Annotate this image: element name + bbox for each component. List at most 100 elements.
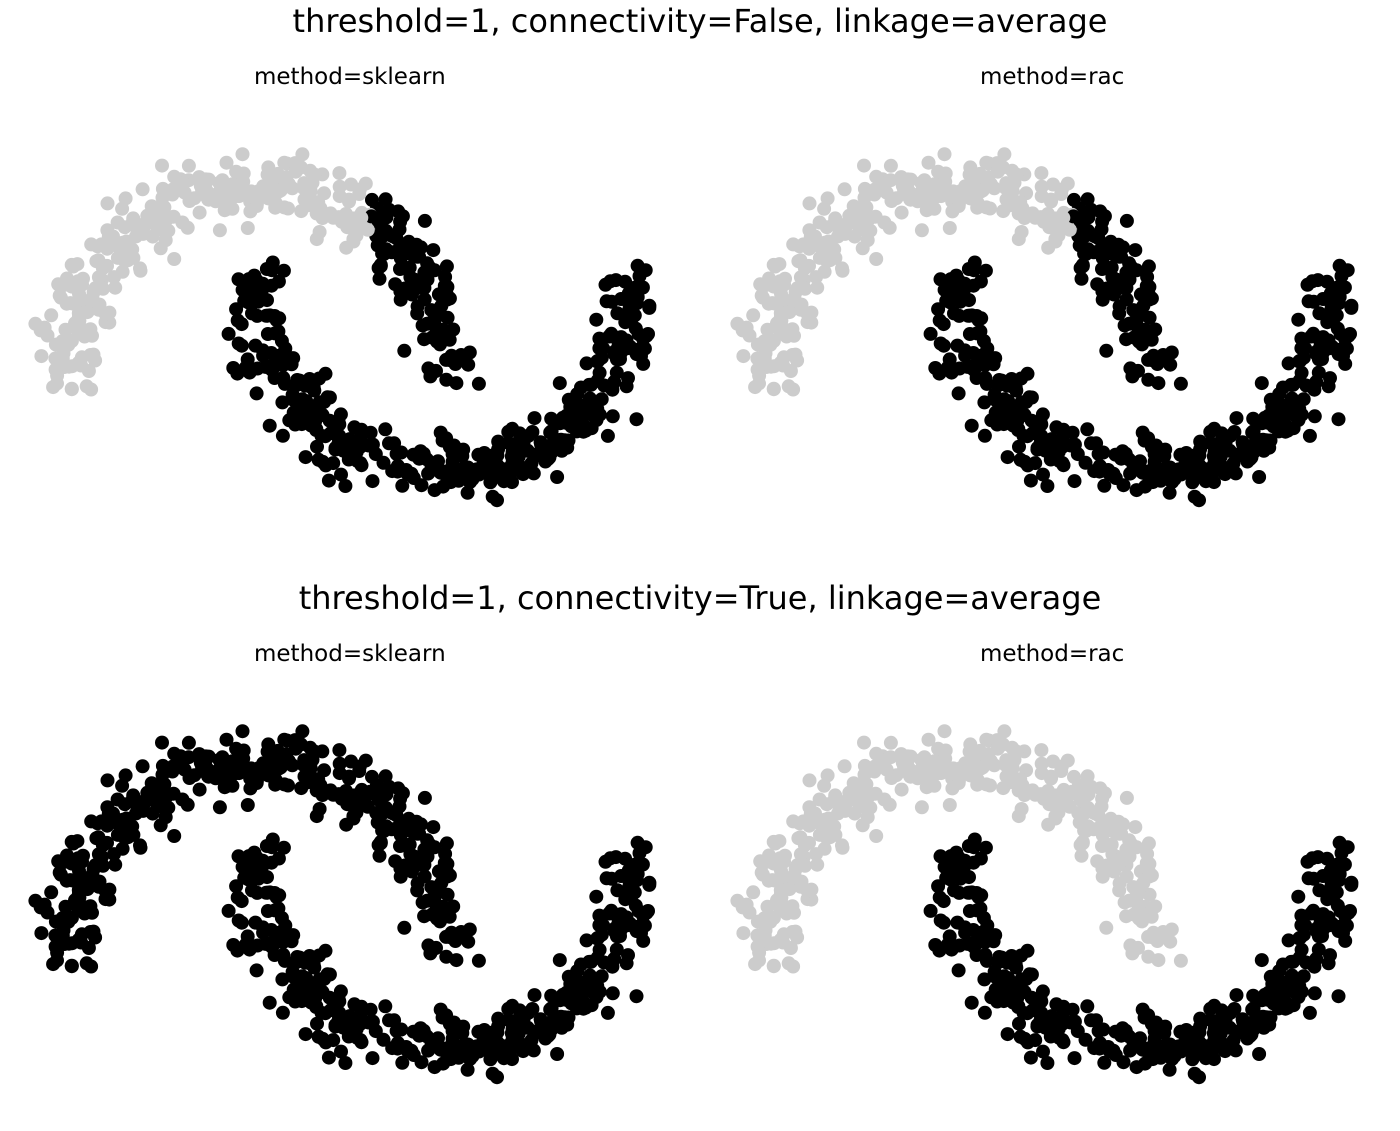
scatter-point	[485, 1066, 500, 1081]
scatter-point	[966, 263, 981, 278]
scatter-point	[1344, 877, 1359, 892]
scatter-point	[298, 450, 313, 465]
scatter-point	[440, 869, 455, 884]
scatter-point	[961, 308, 976, 323]
scatter-point	[496, 1051, 511, 1066]
scatter-point	[765, 873, 780, 888]
scatter-point	[605, 409, 620, 424]
scatter-point	[100, 800, 115, 815]
scatter-point	[354, 999, 369, 1014]
scatter-point	[277, 155, 292, 170]
scatter-point	[1142, 292, 1157, 307]
scatter-point	[153, 241, 168, 256]
scatter-point	[429, 363, 443, 378]
scatter-point	[574, 380, 588, 395]
scatter-point	[819, 220, 834, 235]
scatter-point	[312, 972, 327, 987]
scatter-point	[971, 746, 986, 761]
scatter-point	[100, 773, 115, 788]
scatter-point	[318, 943, 333, 958]
scatter-point	[900, 758, 915, 773]
scatter-point	[1328, 290, 1343, 305]
scatter-point	[1193, 434, 1208, 449]
scatter-point	[1084, 779, 1098, 794]
scatter-point	[1112, 883, 1127, 898]
scatter-point	[402, 260, 417, 275]
scatter-point	[44, 885, 59, 900]
scatter-point	[1206, 1026, 1221, 1041]
scatter-point	[225, 754, 240, 769]
scatter-point	[802, 800, 817, 815]
scatter-point	[605, 382, 620, 397]
scatter-point	[240, 221, 255, 235]
scatter-point	[1252, 470, 1267, 484]
scatter-point	[249, 963, 264, 978]
scatter-point	[855, 818, 870, 833]
scatter-point	[342, 770, 357, 784]
scatter-point	[1142, 869, 1157, 884]
scatter-point	[1302, 1005, 1317, 1020]
scatter-point	[165, 759, 180, 774]
scatter-point	[927, 778, 942, 793]
scatter-point	[978, 840, 993, 855]
scatter-point	[951, 386, 966, 401]
scatter-point	[108, 280, 123, 295]
scatter-point	[248, 338, 263, 353]
scatter-point	[1276, 957, 1290, 972]
scatter-point	[382, 436, 396, 451]
scatter-point	[70, 834, 85, 849]
scatter-point	[629, 347, 644, 361]
scatter-point	[167, 169, 182, 184]
scatter-point	[1044, 193, 1059, 207]
scatter-point	[354, 1035, 369, 1050]
scatter-point	[281, 778, 295, 793]
scatter-point	[514, 1014, 529, 1029]
scatter-point	[181, 158, 196, 173]
scatter-point	[1334, 846, 1349, 861]
scatter-point	[1000, 450, 1015, 465]
scatter-point	[900, 181, 915, 196]
scatter-point	[430, 911, 445, 926]
scatter-point	[626, 867, 641, 882]
scatter-point	[802, 773, 817, 788]
scatter-point	[74, 350, 89, 365]
scatter-plot-rac-connectivity	[730, 724, 1359, 1085]
scatter-point	[979, 732, 994, 747]
scatter-point	[60, 271, 74, 286]
scatter-point	[1052, 798, 1067, 813]
scatter-point	[962, 327, 977, 341]
scatter-point	[315, 1031, 330, 1046]
scatter-point	[338, 479, 353, 493]
scatter-point	[303, 184, 318, 199]
scatter-point	[964, 418, 979, 433]
scatter-point	[991, 405, 1006, 420]
scatter-point	[1014, 225, 1029, 239]
scatter-point	[378, 422, 393, 437]
scatter-point	[48, 939, 63, 954]
scatter-point	[613, 345, 628, 360]
scatter-point	[278, 918, 293, 933]
scatter-point	[1307, 409, 1322, 424]
scatter-point	[1040, 479, 1055, 493]
scatter-point	[991, 982, 1006, 997]
scatter-point	[76, 271, 90, 286]
scatter-point	[1098, 240, 1113, 255]
scatter-point	[857, 735, 871, 750]
scatter-point	[226, 361, 241, 375]
scatter-point	[1028, 1033, 1043, 1048]
scatter-point	[605, 986, 620, 1001]
scatter-point	[642, 877, 657, 892]
scatter-point	[838, 803, 852, 818]
scatter-point	[412, 1028, 427, 1043]
scatter-point	[1330, 321, 1345, 336]
scatter-point	[393, 445, 408, 460]
scatter-point	[144, 199, 159, 214]
scatter-point	[328, 1018, 343, 1033]
scatter-point	[225, 201, 240, 216]
scatter-point	[867, 759, 882, 774]
scatter-point	[1060, 176, 1075, 191]
scatter-point	[863, 800, 878, 815]
scatter-point	[269, 169, 284, 184]
scatter-point	[1150, 357, 1165, 371]
scatter-point	[762, 271, 776, 286]
